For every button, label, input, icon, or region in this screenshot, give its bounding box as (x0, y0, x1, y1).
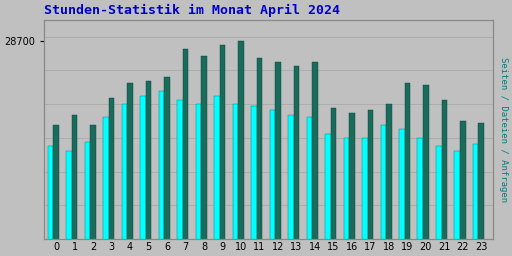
Bar (460, 121, 465, 256)
Y-axis label: Seiten / Dateien / Anfragen: Seiten / Dateien / Anfragen (499, 57, 508, 202)
Bar (109, 98, 114, 256)
Bar (164, 77, 170, 256)
Text: Stunden-Statistik im Monat April 2024: Stunden-Statistik im Monat April 2024 (44, 4, 340, 17)
Bar (53, 125, 59, 256)
Bar (386, 104, 392, 256)
Bar (177, 100, 183, 256)
Bar (368, 110, 373, 256)
Bar (441, 100, 447, 256)
Bar (349, 113, 355, 256)
Bar (220, 45, 225, 256)
Bar (312, 62, 317, 256)
Bar (85, 142, 90, 256)
Bar (251, 106, 257, 256)
Bar (473, 144, 479, 256)
Bar (103, 117, 109, 256)
Bar (270, 110, 275, 256)
Bar (399, 130, 404, 256)
Bar (380, 125, 386, 256)
Bar (362, 138, 368, 256)
Bar (72, 115, 77, 256)
Bar (214, 96, 220, 256)
Bar (331, 108, 336, 256)
Bar (288, 115, 293, 256)
Bar (159, 91, 164, 256)
Bar (146, 81, 151, 256)
Bar (417, 138, 423, 256)
Bar (436, 146, 441, 256)
Bar (293, 66, 299, 256)
Bar (196, 104, 201, 256)
Bar (423, 85, 429, 256)
Bar (183, 49, 188, 256)
Bar (201, 56, 207, 256)
Bar (404, 83, 410, 256)
Bar (307, 117, 312, 256)
Bar (344, 138, 349, 256)
Bar (90, 125, 96, 256)
Bar (127, 83, 133, 256)
Bar (325, 134, 331, 256)
Bar (238, 41, 244, 256)
Bar (66, 151, 72, 256)
Bar (257, 58, 262, 256)
Bar (140, 96, 146, 256)
Bar (232, 104, 238, 256)
Bar (122, 104, 127, 256)
Bar (455, 151, 460, 256)
Bar (48, 146, 53, 256)
Bar (275, 62, 281, 256)
Bar (479, 123, 484, 256)
